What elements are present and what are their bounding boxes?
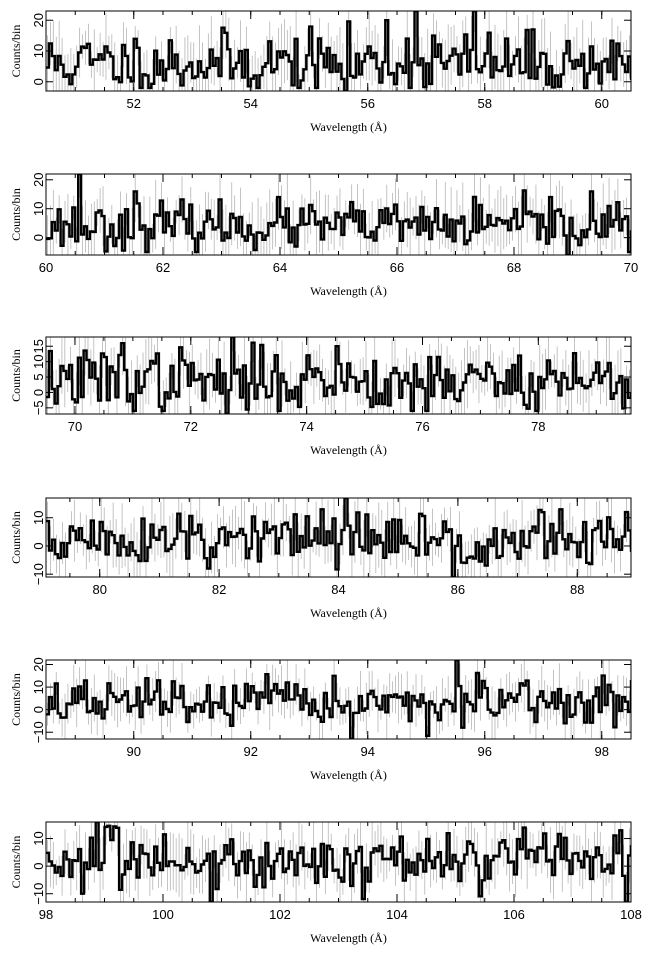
y-axis-label: Counts/bin [9, 349, 23, 402]
y-tick-label: 0 [31, 706, 46, 713]
spectrum-line [46, 11, 631, 91]
y-tick-label: 0 [31, 234, 46, 241]
y-tick-label: −10 [31, 721, 46, 743]
x-tick-label: 60 [595, 96, 609, 111]
spectrum-panel-4: 80 82 84 86 88 −10 0 10 Wavelength (Å) Counts/bin [9, 497, 632, 620]
x-tick-label: 72 [184, 419, 198, 434]
x-tick-label: 64 [273, 260, 287, 275]
spectrum-panel-6: 98 100 102 104 106 108 −10 0 10 Wavelength (Å) Cou… [9, 821, 642, 945]
y-axis-label: Counts/bin [9, 836, 23, 889]
x-tick-label: 106 [503, 907, 525, 922]
x-tick-label: 62 [156, 260, 170, 275]
spectrum-panel-2: 60 62 64 66 68 70 0 10 20 Wavelength (Å) Counts/bi… [9, 173, 638, 298]
x-tick-label: 100 [152, 907, 174, 922]
y-tick-label: 0 [31, 78, 46, 85]
x-axis-label: Wavelength (Å) [310, 768, 387, 782]
spectrum-panel-1: 52 54 56 58 60 0 10 20 Wavelength (Å) Counts/bin [9, 10, 632, 134]
x-tick-label: 90 [127, 744, 141, 759]
error-bars [47, 660, 630, 739]
y-tick-label: 10 [31, 44, 46, 58]
x-tick-label: 52 [127, 96, 141, 111]
x-tick-label: 102 [269, 907, 291, 922]
y-axis-label: Counts/bin [9, 188, 23, 241]
x-tick-label: 80 [92, 582, 106, 597]
y-tick-label: 20 [31, 173, 46, 187]
x-tick-label: 82 [212, 582, 226, 597]
y-tick-label: 10 [31, 511, 46, 525]
y-tick-label: 0 [31, 542, 46, 549]
x-axis-label: Wavelength (Å) [310, 606, 387, 620]
x-tick-label: 84 [331, 582, 345, 597]
y-axis-label: Counts/bin [9, 673, 23, 726]
y-tick-label: 10 [31, 201, 46, 215]
y-tick-label: −10 [31, 563, 46, 585]
y-tick-label: −5 [31, 400, 46, 415]
y-tick-label: 10 [31, 354, 46, 368]
x-tick-label: 108 [620, 907, 642, 922]
y-tick-label: −10 [31, 883, 46, 905]
x-tick-label: 88 [570, 582, 584, 597]
error-bars [47, 822, 630, 902]
x-axis-label: Wavelength (Å) [310, 284, 387, 298]
spectrum-line [46, 660, 631, 739]
x-tick-label: 92 [244, 744, 258, 759]
y-tick-label: 15 [31, 339, 46, 353]
y-tick-label: 0 [31, 863, 46, 870]
x-tick-label: 70 [68, 419, 82, 434]
y-tick-label: 10 [31, 680, 46, 694]
x-tick-label: 70 [624, 260, 638, 275]
spectrum-line [46, 822, 631, 902]
x-tick-label: 60 [39, 260, 53, 275]
x-tick-label: 94 [361, 744, 375, 759]
y-tick-label: 20 [31, 657, 46, 671]
y-axis-label: Counts/bin [9, 511, 23, 564]
spectrum-line [46, 174, 631, 255]
x-tick-label: 98 [39, 907, 53, 922]
y-tick-label: 0 [31, 389, 46, 396]
x-tick-label: 74 [299, 419, 313, 434]
x-tick-label: 104 [386, 907, 408, 922]
x-tick-label: 86 [451, 582, 465, 597]
x-tick-label: 68 [507, 260, 521, 275]
x-tick-label: 96 [478, 744, 492, 759]
x-tick-label: 58 [478, 96, 492, 111]
x-axis-label: Wavelength (Å) [310, 931, 387, 945]
y-tick-label: 20 [31, 13, 46, 27]
x-tick-label: 56 [361, 96, 375, 111]
y-tick-label: 10 [31, 831, 46, 845]
x-axis-label: Wavelength (Å) [310, 120, 387, 134]
x-tick-label: 98 [595, 744, 609, 759]
spectrum-line [46, 498, 631, 577]
spectrum-line [46, 337, 631, 414]
x-tick-label: 76 [415, 419, 429, 434]
x-tick-label: 54 [244, 96, 258, 111]
x-tick-label: 78 [531, 419, 545, 434]
plot-frame [45, 336, 632, 415]
x-axis-label: Wavelength (Å) [310, 443, 387, 457]
y-axis-label: Counts/bin [9, 25, 23, 78]
spectrum-panel-5: 90 92 94 96 98 −10 0 10 20 Wavelength (Å) Counts/b… [9, 657, 632, 782]
x-tick-label: 66 [390, 260, 404, 275]
y-tick-label: 5 [31, 373, 46, 380]
